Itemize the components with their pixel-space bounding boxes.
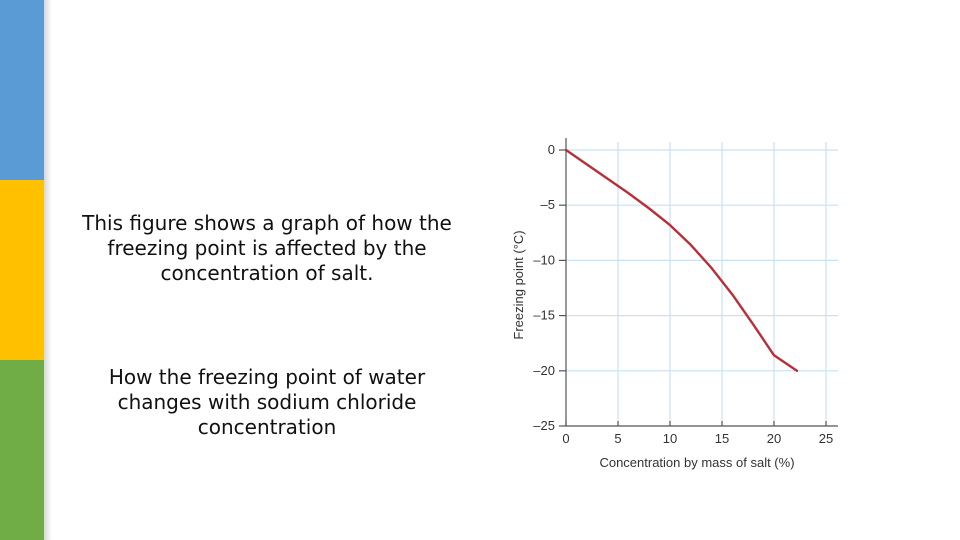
accent-stripe-blue xyxy=(0,0,44,180)
y-tick-label: –25 xyxy=(533,418,555,433)
chart-series xyxy=(564,148,799,373)
accent-stripe-yellow xyxy=(0,180,44,360)
y-tick-label: –15 xyxy=(533,308,555,323)
figure-description-line-1: This figure shows a graph of how the xyxy=(82,211,452,235)
chart-ticks: 0 5 10 15 20 25 0 –5 –10 –15 –20 –25 xyxy=(533,142,833,446)
figure-caption-line-2: changes with sodium chloride xyxy=(117,390,417,414)
y-tick-label: –10 xyxy=(533,252,555,267)
accent-stripe-green xyxy=(0,360,44,540)
freezing-point-chart: 0 5 10 15 20 25 0 –5 –10 –15 –20 –25 Concentration … xyxy=(511,138,838,470)
x-axis-label: Concentration by mass of salt (%) xyxy=(599,455,794,470)
figure-caption-line-3: concentration xyxy=(197,415,337,439)
x-tick-label: 20 xyxy=(767,431,781,446)
y-axis-label: Freezing point (°C) xyxy=(511,230,526,339)
chart-grid xyxy=(566,142,838,426)
x-tick-label: 25 xyxy=(819,431,833,446)
figure-description-line-2: freezing point is affected by the xyxy=(107,236,427,260)
y-tick-label: –20 xyxy=(533,363,555,378)
figure-description-line-3: concentration of salt. xyxy=(160,261,374,285)
x-tick-label: 15 xyxy=(715,431,729,446)
x-tick-label: 10 xyxy=(663,431,677,446)
freezing-point-curve xyxy=(564,148,799,373)
stripe-shadow xyxy=(44,0,52,540)
chart-axes xyxy=(565,138,838,427)
x-tick-label: 5 xyxy=(614,431,621,446)
y-tick-label: –5 xyxy=(541,197,555,212)
figure-caption: How the freezing point of water changes … xyxy=(62,365,472,440)
y-tick-label: 0 xyxy=(548,142,555,157)
x-tick-label: 0 xyxy=(562,431,569,446)
figure-caption-line-1: How the freezing point of water xyxy=(108,365,426,389)
figure-description: This figure shows a graph of how the fre… xyxy=(62,211,472,286)
